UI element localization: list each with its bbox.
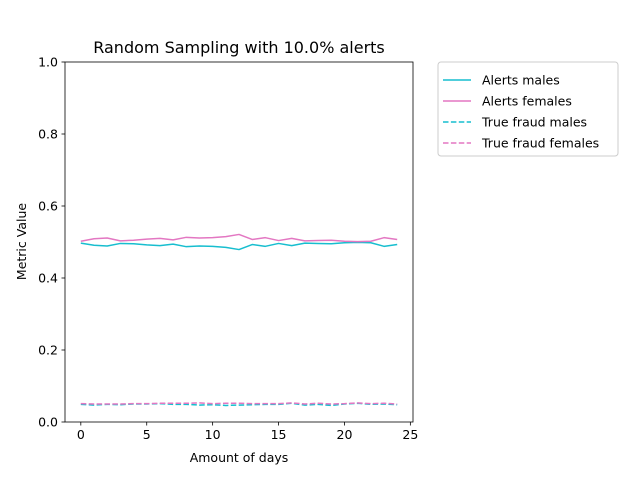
legend-label-3: True fraud females xyxy=(481,136,599,151)
x-tick-label: 5 xyxy=(143,427,151,442)
x-tick-label: 20 xyxy=(337,427,353,442)
x-tick-label: 10 xyxy=(205,427,221,442)
x-tick-label: 25 xyxy=(402,427,418,442)
x-axis-label: Amount of days xyxy=(190,450,289,465)
legend-label-2: True fraud males xyxy=(481,115,587,130)
y-tick-label: 0.6 xyxy=(38,199,58,214)
x-tick-label: 15 xyxy=(271,427,287,442)
chart-title: Random Sampling with 10.0% alerts xyxy=(93,38,385,57)
x-tick-label: 0 xyxy=(77,427,85,442)
legend-box xyxy=(437,61,619,157)
y-tick-label: 1.0 xyxy=(38,55,58,70)
y-tick-label: 0.4 xyxy=(38,271,58,286)
legend: Alerts males Alerts females True fraud mal… xyxy=(437,61,619,157)
y-tick-label: 0.0 xyxy=(38,415,58,430)
series-line-3 xyxy=(80,402,398,405)
plot-area xyxy=(80,233,398,407)
series-line-1 xyxy=(80,233,398,243)
series-line-0 xyxy=(80,241,398,251)
y-tick-label: 0.8 xyxy=(38,127,58,142)
axes: 0 5 10 15 20 25 0.0 0.2 0.4 0.6 0.8 1.0 xyxy=(38,55,418,443)
y-tick-label: 0.2 xyxy=(38,343,58,358)
y-axis-label: Metric Value xyxy=(14,203,29,280)
axes-frame xyxy=(64,61,414,423)
legend-label-0: Alerts males xyxy=(482,73,560,88)
legend-label-1: Alerts females xyxy=(482,94,572,109)
